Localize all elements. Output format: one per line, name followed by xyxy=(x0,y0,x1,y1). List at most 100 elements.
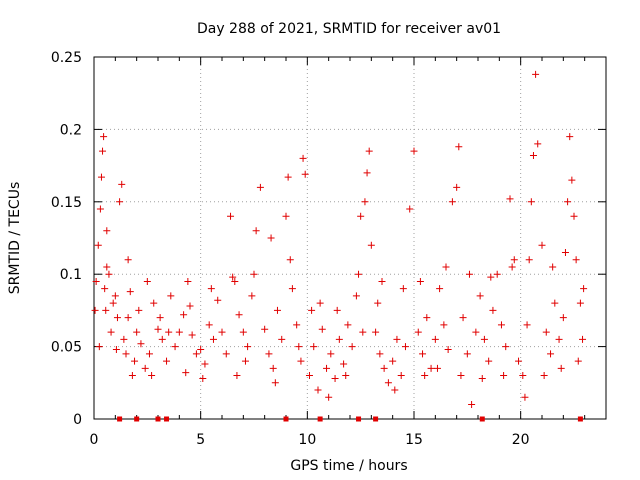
data-point xyxy=(384,379,392,387)
data-point xyxy=(105,270,113,278)
data-point xyxy=(476,292,484,300)
data-point xyxy=(376,350,384,358)
data-point xyxy=(299,154,307,162)
data-point xyxy=(180,311,188,319)
data-point xyxy=(145,350,153,358)
data-point xyxy=(269,364,277,372)
data-marker-square xyxy=(134,416,140,422)
data-point xyxy=(572,256,580,264)
x-tick-label: 10 xyxy=(298,432,316,448)
data-point xyxy=(94,241,102,249)
data-marker-square xyxy=(479,416,485,422)
data-point xyxy=(131,357,139,365)
y-tick-label: 0.1 xyxy=(60,267,82,283)
data-point xyxy=(335,335,343,343)
data-point xyxy=(293,321,301,329)
data-point xyxy=(378,277,386,285)
data-point xyxy=(344,321,352,329)
data-point xyxy=(227,212,235,220)
data-point xyxy=(188,331,196,339)
data-point xyxy=(124,256,132,264)
data-point xyxy=(323,364,331,372)
data-point xyxy=(209,335,217,343)
data-point xyxy=(286,256,294,264)
y-tick-label: 0.2 xyxy=(60,122,82,138)
data-point xyxy=(137,340,145,348)
y-tick-label: 0.25 xyxy=(51,50,82,66)
data-point xyxy=(165,328,173,336)
data-point xyxy=(233,372,241,380)
data-marker-square xyxy=(283,416,289,422)
data-point xyxy=(100,133,108,141)
data-point xyxy=(423,314,431,322)
data-point xyxy=(401,343,409,351)
data-point xyxy=(391,386,399,394)
data-point xyxy=(171,343,179,351)
data-point xyxy=(448,198,456,206)
data-point xyxy=(480,335,488,343)
data-point xyxy=(561,248,569,256)
data-point xyxy=(465,270,473,278)
data-point xyxy=(427,364,435,372)
data-point xyxy=(478,374,486,382)
data-point xyxy=(103,263,111,271)
data-marker-square xyxy=(317,416,323,422)
data-point xyxy=(214,296,222,304)
data-point xyxy=(367,241,375,249)
data-point xyxy=(485,357,493,365)
data-point xyxy=(235,311,243,319)
data-point xyxy=(421,372,429,380)
data-point xyxy=(261,325,269,333)
data-point xyxy=(519,372,527,380)
data-point xyxy=(205,321,213,329)
data-point xyxy=(515,357,523,365)
data-point xyxy=(284,173,292,181)
data-point xyxy=(175,328,183,336)
data-point xyxy=(534,140,542,148)
data-point xyxy=(521,393,529,401)
data-point xyxy=(549,263,557,271)
data-point xyxy=(406,205,414,213)
data-point xyxy=(510,256,518,264)
data-marker-square xyxy=(577,416,583,422)
data-point xyxy=(363,169,371,177)
data-point xyxy=(508,263,516,271)
data-point xyxy=(489,306,497,314)
data-point xyxy=(333,306,341,314)
data-point xyxy=(222,350,230,358)
data-point xyxy=(555,335,563,343)
data-point xyxy=(487,273,495,281)
data-point xyxy=(314,386,322,394)
data-point xyxy=(399,285,407,293)
data-point xyxy=(128,372,136,380)
data-point xyxy=(141,364,149,372)
data-point xyxy=(143,277,151,285)
data-point xyxy=(150,299,158,307)
data-point xyxy=(126,288,134,296)
data-point xyxy=(250,270,258,278)
data-point xyxy=(532,70,540,78)
data-point xyxy=(455,143,463,151)
data-point xyxy=(95,343,103,351)
data-point xyxy=(342,372,350,380)
data-point xyxy=(348,343,356,351)
data-marker-square xyxy=(356,416,362,422)
data-point xyxy=(318,325,326,333)
data-point xyxy=(493,270,501,278)
data-point xyxy=(167,292,175,300)
data-point xyxy=(442,263,450,271)
data-point xyxy=(102,306,110,314)
data-point xyxy=(568,176,576,184)
data-marker-square xyxy=(164,416,170,422)
data-point xyxy=(186,302,194,310)
data-point xyxy=(557,364,565,372)
data-point xyxy=(252,227,260,235)
data-marker-square xyxy=(117,416,123,422)
data-point xyxy=(436,285,444,293)
data-point xyxy=(500,372,508,380)
data-point xyxy=(380,364,388,372)
data-point xyxy=(453,183,461,191)
data-point xyxy=(579,335,587,343)
data-point xyxy=(468,401,476,409)
